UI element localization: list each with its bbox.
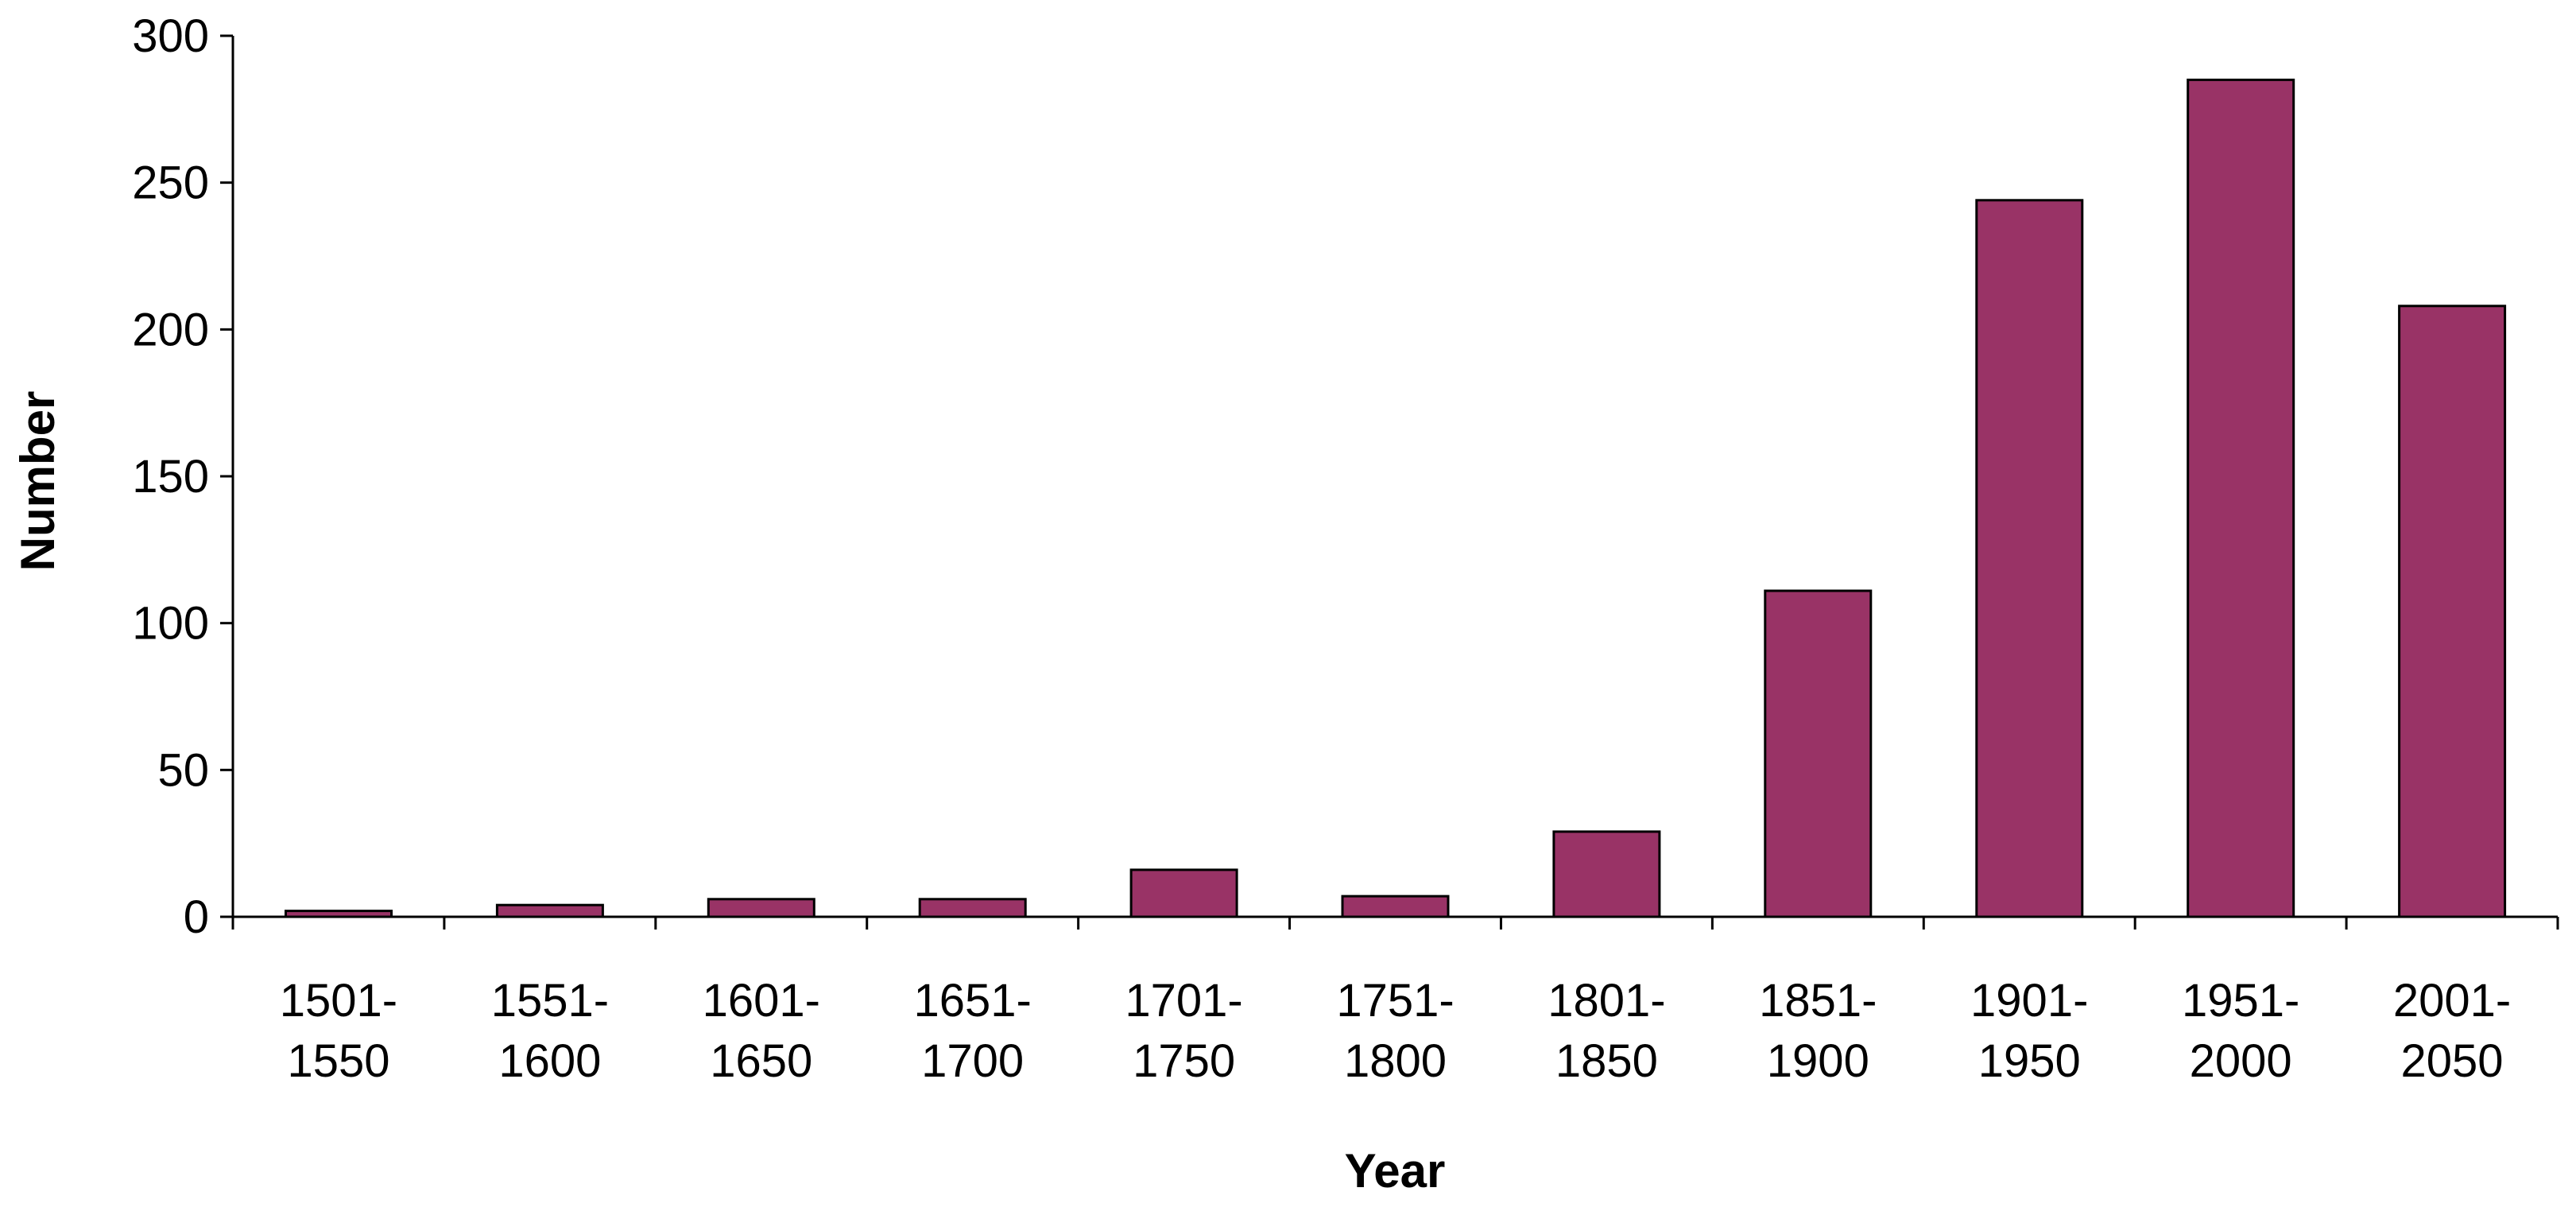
- x-tick-label: 1751-1800: [1336, 975, 1454, 1087]
- bar-1601-1650: [707, 898, 815, 918]
- x-tick-label: 1501-1550: [280, 975, 397, 1087]
- x-tick-labels: 1501-1550 1551-1600 1601-1650 1651-1700 1701…: [280, 975, 2511, 1087]
- y-tick-label: 0: [184, 891, 209, 943]
- y-tick-labels: 0 50 100 150 200 250 300: [132, 10, 209, 943]
- x-tick-label: 1651-1700: [914, 975, 1032, 1087]
- bar-1801-1850: [1552, 830, 1661, 918]
- bar-1701-1750: [1129, 868, 1238, 918]
- x-tick-label: 1551-1600: [491, 975, 609, 1087]
- y-tick-label: 200: [132, 304, 209, 355]
- x-axis-title: Year: [1345, 1144, 1446, 1197]
- bar-1851-1900: [1764, 589, 1873, 918]
- y-tick-label: 250: [132, 157, 209, 209]
- x-tick-label: 2001-2050: [2393, 975, 2511, 1087]
- y-tick-label: 100: [132, 598, 209, 650]
- x-tick-label: 1901-1950: [1970, 975, 2088, 1087]
- y-tick-label: 50: [157, 744, 209, 796]
- bar-1751-1800: [1341, 895, 1450, 918]
- x-tick-label: 1601-1650: [703, 975, 820, 1087]
- x-tick-label: 1801-1850: [1548, 975, 1665, 1087]
- x-tick-label: 1851-1900: [1759, 975, 1877, 1087]
- bar-1951-2000: [2187, 78, 2295, 918]
- bar-1551-1600: [495, 903, 604, 918]
- bars-layer: [285, 78, 2507, 918]
- x-tick-label: 1701-1750: [1125, 975, 1242, 1087]
- y-tick-label: 300: [132, 10, 209, 62]
- axes-layer: [220, 34, 2559, 930]
- bar-1651-1700: [918, 898, 1027, 918]
- y-axis-title: Number: [11, 391, 64, 572]
- bar-2001-2050: [2398, 305, 2507, 918]
- x-tick-label: 1951-2000: [2182, 975, 2299, 1087]
- bar-1901-1950: [1975, 199, 2084, 918]
- y-tick-label: 150: [132, 451, 209, 503]
